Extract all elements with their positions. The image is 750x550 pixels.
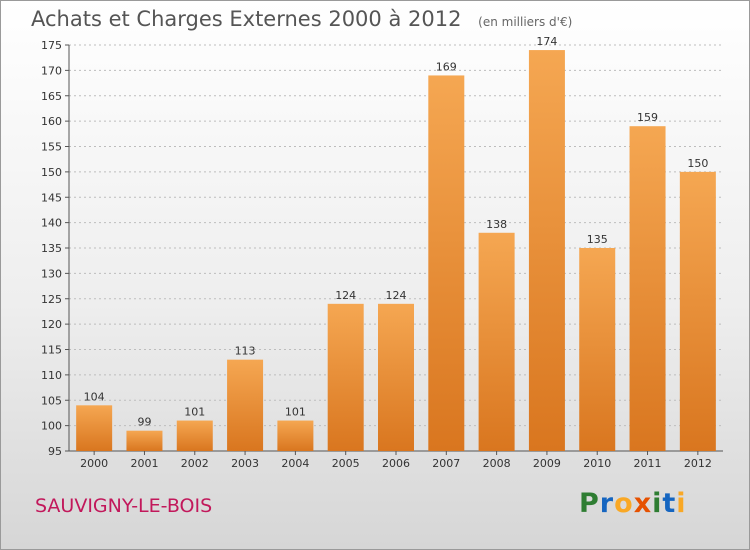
x-tick-label: 2005	[332, 457, 360, 470]
logo-letter: i	[652, 488, 663, 519]
y-tick-label: 170	[41, 64, 62, 77]
data-label: 150	[687, 157, 708, 170]
x-tick-label: 2008	[483, 457, 511, 470]
data-label: 104	[84, 390, 105, 403]
bar	[277, 420, 314, 451]
x-tick-label: 2000	[80, 457, 108, 470]
logo-letter: i	[676, 488, 687, 519]
y-tick-label: 110	[41, 369, 62, 382]
bar	[378, 303, 414, 451]
y-tick-label: 135	[41, 242, 62, 255]
bar	[227, 359, 264, 451]
bar	[176, 420, 213, 451]
x-tick-label: 2004	[281, 457, 309, 470]
data-label: 169	[436, 60, 457, 73]
data-label: 101	[184, 406, 205, 419]
y-tick-label: 125	[41, 293, 62, 306]
bar	[76, 405, 113, 451]
chart-title-text: Achats et Charges Externes 2000 à 2012	[31, 7, 462, 31]
y-tick-label: 175	[41, 39, 62, 52]
x-tick-label: 2002	[181, 457, 209, 470]
y-tick-label: 115	[41, 344, 62, 357]
data-label: 101	[285, 406, 306, 419]
commune-name: SAUVIGNY-LE-BOIS	[35, 495, 213, 517]
logo-letter: x	[633, 488, 653, 519]
data-label: 174	[536, 35, 557, 48]
x-tick-label: 2006	[382, 457, 410, 470]
chart-title: Achats et Charges Externes 2000 à 2012 (…	[31, 7, 572, 31]
x-tick-label: 2007	[432, 457, 460, 470]
x-tick-label: 2012	[684, 457, 712, 470]
y-tick-label: 105	[41, 394, 62, 407]
data-label: 113	[235, 345, 256, 358]
y-tick-label: 160	[41, 115, 62, 128]
y-tick-label: 140	[41, 217, 62, 230]
proxiti-logo: Proxiti	[579, 488, 687, 519]
bar	[428, 75, 465, 451]
data-label: 159	[637, 111, 658, 124]
x-tick-label: 2001	[130, 457, 158, 470]
x-tick-label: 2003	[231, 457, 259, 470]
x-tick-label: 2009	[533, 457, 561, 470]
y-tick-label: 95	[48, 445, 62, 458]
data-label: 124	[335, 289, 356, 302]
y-tick-label: 155	[41, 141, 62, 154]
bar	[126, 430, 163, 451]
y-tick-label: 145	[41, 191, 62, 204]
data-label: 99	[137, 416, 151, 429]
y-tick-label: 120	[41, 318, 62, 331]
x-tick-label: 2010	[583, 457, 611, 470]
bar	[679, 171, 716, 451]
y-tick-label: 100	[41, 420, 62, 433]
bar	[478, 232, 515, 451]
x-tick-label: 2011	[634, 457, 662, 470]
y-tick-label: 130	[41, 267, 62, 280]
bar	[528, 50, 565, 451]
logo-letter: o	[614, 488, 634, 519]
logo-letter: t	[662, 488, 677, 519]
bar	[327, 303, 364, 451]
bar	[579, 248, 616, 451]
chart-subtitle: (en milliers d'€)	[478, 15, 573, 29]
bar	[629, 126, 666, 451]
data-label: 138	[486, 218, 507, 231]
data-label: 135	[587, 233, 608, 246]
data-label: 124	[386, 289, 407, 302]
y-tick-label: 165	[41, 90, 62, 103]
logo-letter: P	[579, 488, 600, 519]
logo-letter: r	[599, 488, 615, 519]
y-tick-label: 150	[41, 166, 62, 179]
